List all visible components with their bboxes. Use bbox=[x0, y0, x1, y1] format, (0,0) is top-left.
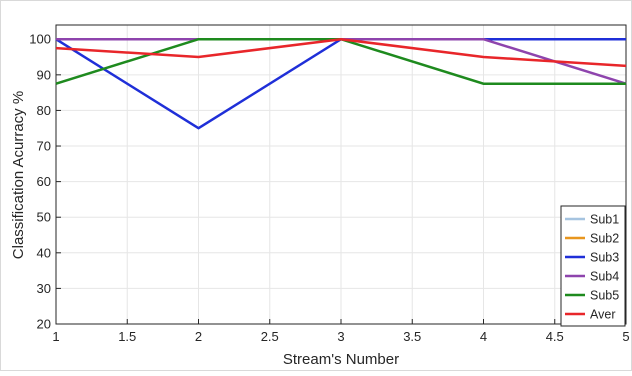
series-line-aver bbox=[55, 37, 627, 68]
y-tick-label: 40 bbox=[37, 245, 51, 260]
y-tick-label: 80 bbox=[37, 103, 51, 118]
grid bbox=[55, 25, 627, 325]
x-tick-label: 3.5 bbox=[403, 329, 421, 344]
axes bbox=[55, 24, 627, 325]
legend-label: Sub2 bbox=[590, 232, 619, 246]
y-tick-label: 30 bbox=[37, 281, 51, 296]
y-tick-label: 90 bbox=[37, 67, 51, 82]
y-axis-label: Classification Acurracy % bbox=[10, 91, 27, 259]
legend-label: Sub3 bbox=[590, 251, 619, 265]
x-tick-label: 5 bbox=[622, 329, 629, 344]
legend-label: Sub4 bbox=[590, 270, 619, 284]
y-tick-label: 70 bbox=[37, 139, 51, 154]
x-tick-label: 1.5 bbox=[118, 329, 136, 344]
y-tick-label: 60 bbox=[37, 174, 51, 189]
y-tick-label: 100 bbox=[29, 32, 51, 47]
y-tick-label: 20 bbox=[37, 317, 51, 332]
legend-box bbox=[560, 205, 626, 327]
x-tick-label: 3 bbox=[337, 329, 344, 344]
x-tick-label: 4 bbox=[480, 329, 487, 344]
y-tick-label: 50 bbox=[37, 210, 51, 225]
x-axis-label: Stream's Number bbox=[283, 351, 399, 368]
x-tick-label: 2.5 bbox=[261, 329, 279, 344]
x-tick-label: 4.5 bbox=[546, 329, 564, 344]
series-lines bbox=[55, 37, 627, 130]
legend-label: Sub5 bbox=[590, 289, 619, 303]
x-tick-label: 1 bbox=[52, 329, 59, 344]
legend-label: Aver bbox=[590, 308, 615, 322]
legend-label: Sub1 bbox=[590, 213, 619, 227]
tick-labels: 1 1.5 2 2.5 3 3.5 4 4.5 5 20 30 40 50 60 70 80 90 100 bbox=[29, 32, 629, 344]
legend: Sub1 Sub2 Sub3 Sub4 Sub5 Aver bbox=[560, 205, 626, 327]
x-tick-label: 2 bbox=[195, 329, 202, 344]
